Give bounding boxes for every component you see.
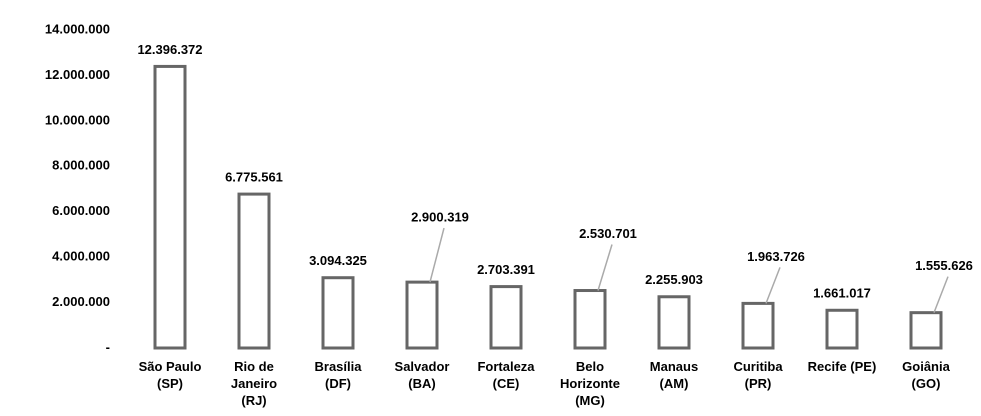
y-tick-label: 14.000.000 [45, 21, 110, 36]
x-tick-label: Salvador (BA) [394, 359, 450, 391]
bar [237, 192, 271, 350]
leader-line [597, 244, 613, 291]
y-tick-label: 4.000.000 [52, 249, 110, 264]
x-tick-label: Fortaleza (CE) [477, 359, 535, 391]
bar [153, 64, 187, 350]
x-tick-label: Belo Horizonte (MG) [560, 359, 620, 408]
x-tick-label: São Paulo (SP) [138, 359, 202, 391]
bar [909, 311, 943, 350]
value-label: 1.555.626 [915, 258, 973, 273]
value-label: 2.703.391 [477, 262, 535, 277]
bar [405, 280, 439, 350]
x-tick-label: Goiânia (GO) [902, 359, 950, 391]
leader-line [765, 267, 781, 304]
y-tick-label: 2.000.000 [52, 294, 110, 309]
y-tick-label: 8.000.000 [52, 158, 110, 173]
y-tick-label: 10.000.000 [45, 112, 110, 127]
value-label: 2.530.701 [579, 226, 637, 241]
bar [489, 285, 523, 350]
x-tick-label: Rio de Janeiro (RJ) [230, 359, 278, 408]
x-tick-label: Recife (PE) [807, 359, 877, 374]
y-tick-label: - [106, 339, 110, 354]
leader-line [429, 227, 445, 283]
y-tick-label: 6.000.000 [52, 203, 110, 218]
x-tick-label: Curitiba (PR) [733, 359, 783, 391]
x-tick-label: Brasília (DF) [314, 359, 362, 391]
value-label: 6.775.561 [225, 170, 283, 185]
y-tick-label: 12.000.000 [45, 67, 110, 82]
value-label: 12.396.372 [137, 42, 202, 57]
value-label: 2.900.319 [411, 210, 469, 225]
bar [741, 301, 775, 350]
bar [657, 295, 691, 350]
bar [573, 289, 607, 350]
value-label: 1.963.726 [747, 249, 805, 264]
value-label: 1.661.017 [813, 286, 871, 301]
bar [825, 308, 859, 350]
bar [321, 276, 355, 350]
leader-line [933, 276, 949, 313]
value-label: 2.255.903 [645, 272, 703, 287]
value-label: 3.094.325 [309, 253, 367, 268]
x-tick-label: Manaus (AM) [649, 359, 699, 391]
